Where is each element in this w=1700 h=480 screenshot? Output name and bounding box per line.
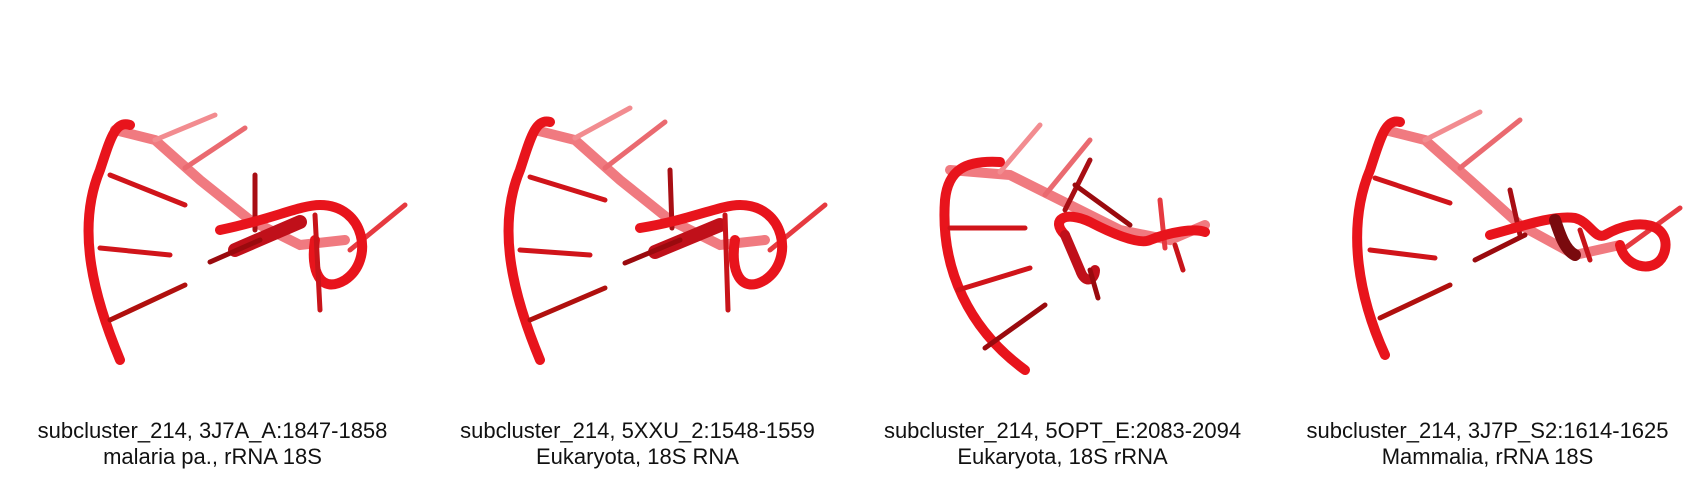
structure-panel-2: subcluster_214, 5XXU_2:1548-1559 Eukaryo… bbox=[425, 0, 850, 480]
structure-caption: subcluster_214, 5XXU_2:1548-1559 Eukaryo… bbox=[425, 418, 850, 470]
caption-organism-line: Mammalia, rRNA 18S bbox=[1381, 444, 1594, 469]
structure-caption: subcluster_214, 3J7A_A:1847-1858 malaria… bbox=[0, 418, 425, 470]
caption-id-line: subcluster_214, 5OPT_E:2083-2094 bbox=[883, 418, 1242, 443]
rna-structure-render bbox=[1352, 109, 1683, 360]
rna-structure-render bbox=[503, 105, 828, 365]
caption-id-line: subcluster_214, 5XXU_2:1548-1559 bbox=[460, 418, 815, 443]
structure-caption: subcluster_214, 5OPT_E:2083-2094 Eukaryo… bbox=[850, 418, 1275, 470]
structure-panel-1: subcluster_214, 3J7A_A:1847-1858 malaria… bbox=[0, 0, 425, 480]
rna-structure-render bbox=[939, 122, 1210, 375]
structure-caption: subcluster_214, 3J7P_S2:1614-1625 Mammal… bbox=[1275, 418, 1700, 470]
caption-organism-line: Eukaryota, 18S rRNA bbox=[957, 444, 1168, 469]
rna-structure-render bbox=[83, 112, 408, 365]
caption-organism-line: malaria pa., rRNA 18S bbox=[103, 444, 322, 469]
caption-id-line: subcluster_214, 3J7A_A:1847-1858 bbox=[37, 418, 388, 443]
structure-panel-3: subcluster_214, 5OPT_E:2083-2094 Eukaryo… bbox=[850, 0, 1275, 480]
structure-panel-4: subcluster_214, 3J7P_S2:1614-1625 Mammal… bbox=[1275, 0, 1700, 480]
caption-organism-line: Eukaryota, 18S RNA bbox=[536, 444, 739, 469]
caption-id-line: subcluster_214, 3J7P_S2:1614-1625 bbox=[1306, 418, 1669, 443]
